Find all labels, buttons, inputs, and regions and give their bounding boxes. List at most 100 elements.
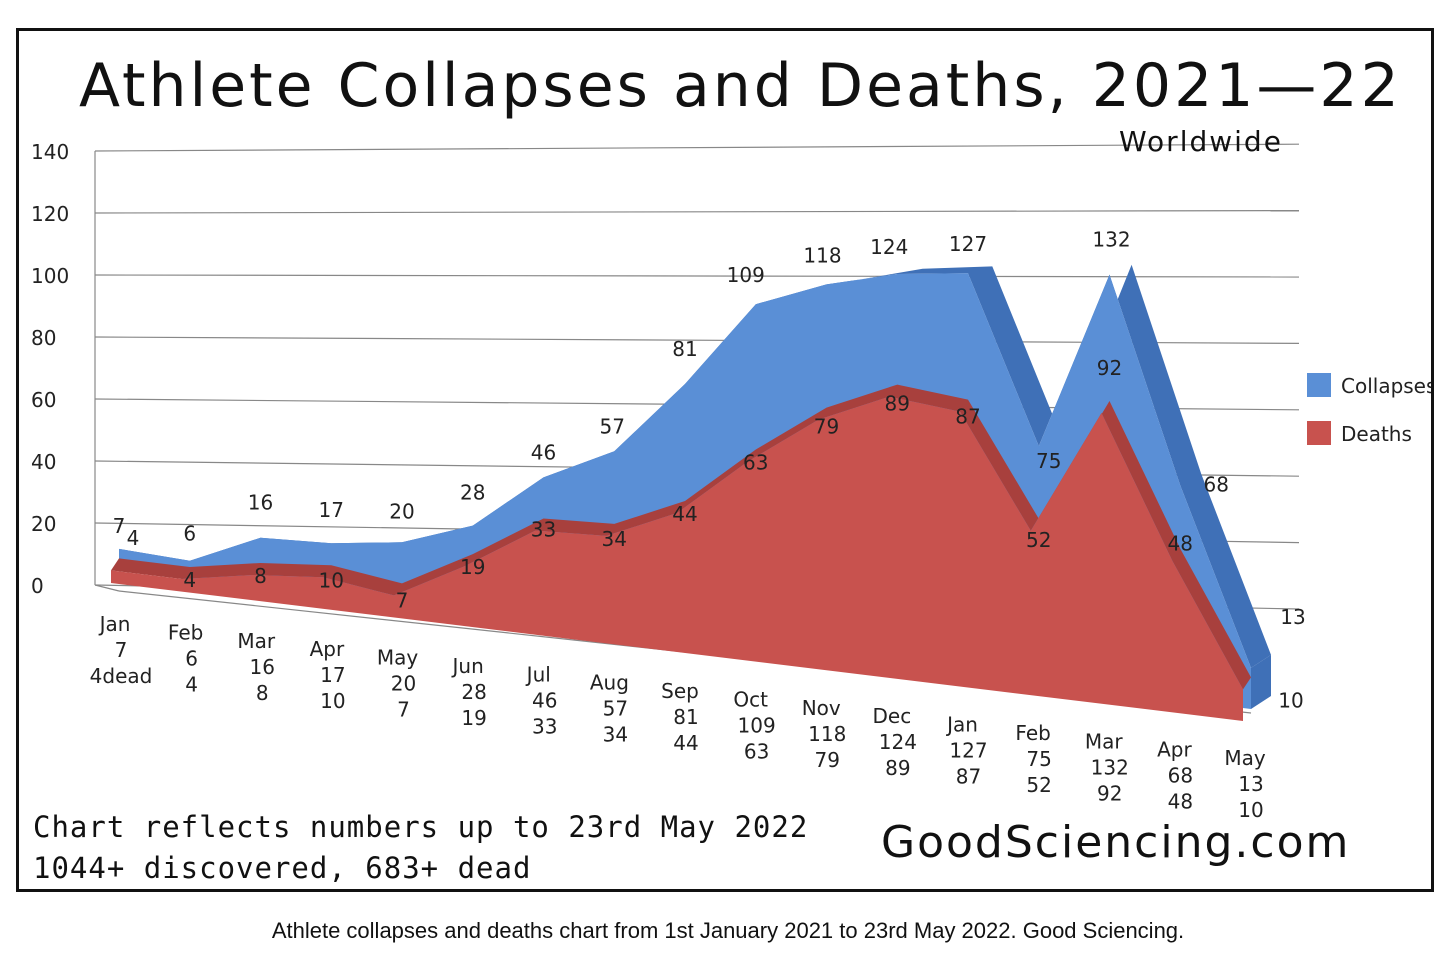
x-tick-label: Apr [310,637,345,661]
x-tick-label: Nov [802,696,841,720]
x-deaths-count: 48 [1168,790,1193,814]
y-tick-label: 0 [31,574,44,598]
footnote-line-1: Chart reflects numbers up to 23rd May 20… [33,810,808,844]
x-deaths-count: 34 [603,723,628,747]
x-tick-label: Jul [525,662,551,686]
x-collapses-count: 81 [673,705,698,729]
gridline [94,274,1300,278]
collapses-value-label: 6 [183,522,196,546]
site-name: GoodSciencing.com [881,817,1350,868]
x-tick-label: Aug [590,671,629,695]
deaths-value-label: 19 [460,555,485,579]
collapses-value-label: 109 [727,263,765,287]
collapses-value-label: 28 [460,481,485,505]
deaths-value-label: 89 [885,392,910,416]
collapses-value-label: 75 [1036,449,1061,473]
x-deaths-count: 63 [744,739,769,763]
x-deaths-count: 4dead [90,664,153,688]
y-tick-label: 120 [31,202,69,226]
x-collapses-count: 68 [1168,764,1193,788]
deaths-value-label: 48 [1168,532,1193,556]
x-collapses-count: 13 [1238,772,1263,796]
legend: Collapses Deaths [1307,373,1431,446]
y-tick-label: 140 [31,140,69,164]
extra-value-label: 4 [127,526,140,550]
x-tick-label: Mar [1085,729,1124,753]
legend-label-collapses: Collapses [1341,374,1431,398]
legend-swatch-collapses [1307,373,1331,397]
x-tick-label: Mar [237,629,276,653]
floor-edge [94,584,120,592]
figure-caption: Athlete collapses and deaths chart from … [271,918,1185,943]
deaths-value-label: 33 [531,517,556,541]
deaths-value-label: 52 [1026,528,1051,552]
x-deaths-count: 52 [1026,773,1051,797]
y-tick-label: 40 [31,450,56,474]
y-tick-label: 80 [31,326,56,350]
collapses-value-label: 7 [113,514,126,538]
x-tick-label: Apr [1157,738,1192,762]
area-layer [111,264,1271,721]
collapses-value-label: 57 [600,414,625,438]
deaths-value-label: 7 [396,588,409,612]
x-deaths-count: 89 [885,756,910,780]
collapses-value-label: 127 [949,232,987,256]
collapses-value-label: 68 [1204,472,1229,496]
collapses-value-label: 17 [319,498,344,522]
deaths-value-label: 4 [183,568,196,592]
deaths-area [111,396,1243,721]
x-collapses-count: 109 [738,713,776,737]
collapses-value-label: 13 [1280,605,1305,629]
x-deaths-count: 87 [956,765,981,789]
chart-title: Athlete Collapses and Deaths, 2021—22 [79,51,1402,121]
x-tick-label: Feb [168,620,203,644]
x-tick-label: Sep [661,679,699,703]
x-collapses-count: 57 [603,697,628,721]
x-deaths-count: 7 [397,698,410,722]
footnote-line-2: 1044+ discovered, 683+ dead [33,851,531,885]
x-collapses-count: 124 [879,730,917,754]
x-deaths-count: 10 [320,689,345,713]
x-collapses-count: 6 [185,646,198,670]
x-collapses-count: 75 [1026,747,1051,771]
x-tick-label: Oct [733,687,768,711]
chart-subtitle: Worldwide [1119,125,1283,158]
x-tick-label: Jan [945,713,978,737]
y-tick-label: 60 [31,388,56,412]
legend-swatch-deaths [1307,421,1331,445]
x-deaths-count: 8 [256,681,269,705]
x-tick-label: May [377,646,419,670]
x-collapses-count: 17 [320,663,345,687]
x-tick-label: May [1224,746,1266,770]
deaths-value-label: 8 [254,564,267,588]
x-collapses-count: 20 [391,672,416,696]
chart-frame: 0 20 40 60 80 100 120 140 7 6 16 17 20 28 46 57 81 109 11… [16,28,1434,892]
x-deaths-count: 44 [673,731,698,755]
gridline [94,143,1300,152]
x-collapses-count: 7 [115,638,128,662]
x-deaths-count: 92 [1097,781,1122,805]
x-collapses-count: 127 [949,739,987,763]
collapses-value-label: 20 [389,499,414,523]
deaths-value-label: 44 [672,502,697,526]
collapses-value-label: 118 [803,243,841,267]
deaths-value-label: 92 [1097,356,1122,380]
x-deaths-count: 10 [1238,798,1263,822]
x-collapses-count: 132 [1091,755,1129,779]
y-tick-label: 20 [31,512,56,536]
deaths-value-label: 63 [743,451,768,475]
y-tick-label: 100 [31,264,69,288]
gridline [94,210,1300,214]
x-deaths-count: 79 [815,748,840,772]
deaths-value-label: 34 [602,527,627,551]
x-deaths-count: 19 [461,706,486,730]
collapses-value-label: 16 [248,491,273,515]
collapses-value-label: 124 [870,235,908,259]
collapses-side [1251,654,1271,709]
collapses-value-label: 81 [672,337,697,361]
collapses-value-label: 46 [531,440,556,464]
deaths-value-label: 79 [814,415,839,439]
x-deaths-count: 33 [532,714,557,738]
